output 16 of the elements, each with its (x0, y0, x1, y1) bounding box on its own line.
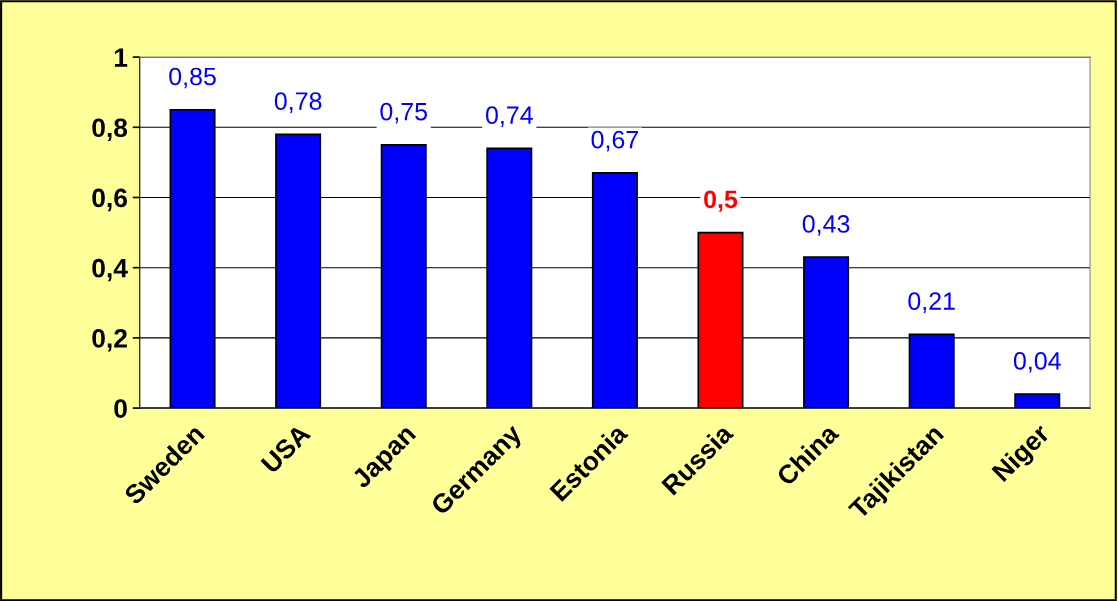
y-tick-label: 1 (114, 48, 128, 67)
y-tick-label: 0,6 (92, 188, 127, 212)
data-label: 0,74 (485, 106, 533, 127)
x-tick-label: USA (260, 422, 312, 474)
data-label: 0,21 (908, 292, 955, 313)
data-label: 0,78 (274, 92, 322, 113)
data-label: 0,85 (169, 67, 216, 89)
y-tick-label: 0,4 (92, 258, 128, 282)
data-label: 0,67 (591, 130, 638, 152)
y-tick-label: 0,8 (92, 118, 128, 141)
data-label: 0,5 (704, 190, 738, 212)
y-tick-label: 0 (114, 399, 127, 418)
y-tick-label: 0,2 (92, 329, 127, 352)
data-label: 0,75 (380, 102, 427, 124)
data-label: 0,04 (1013, 351, 1061, 373)
data-label: 0,43 (802, 215, 850, 236)
